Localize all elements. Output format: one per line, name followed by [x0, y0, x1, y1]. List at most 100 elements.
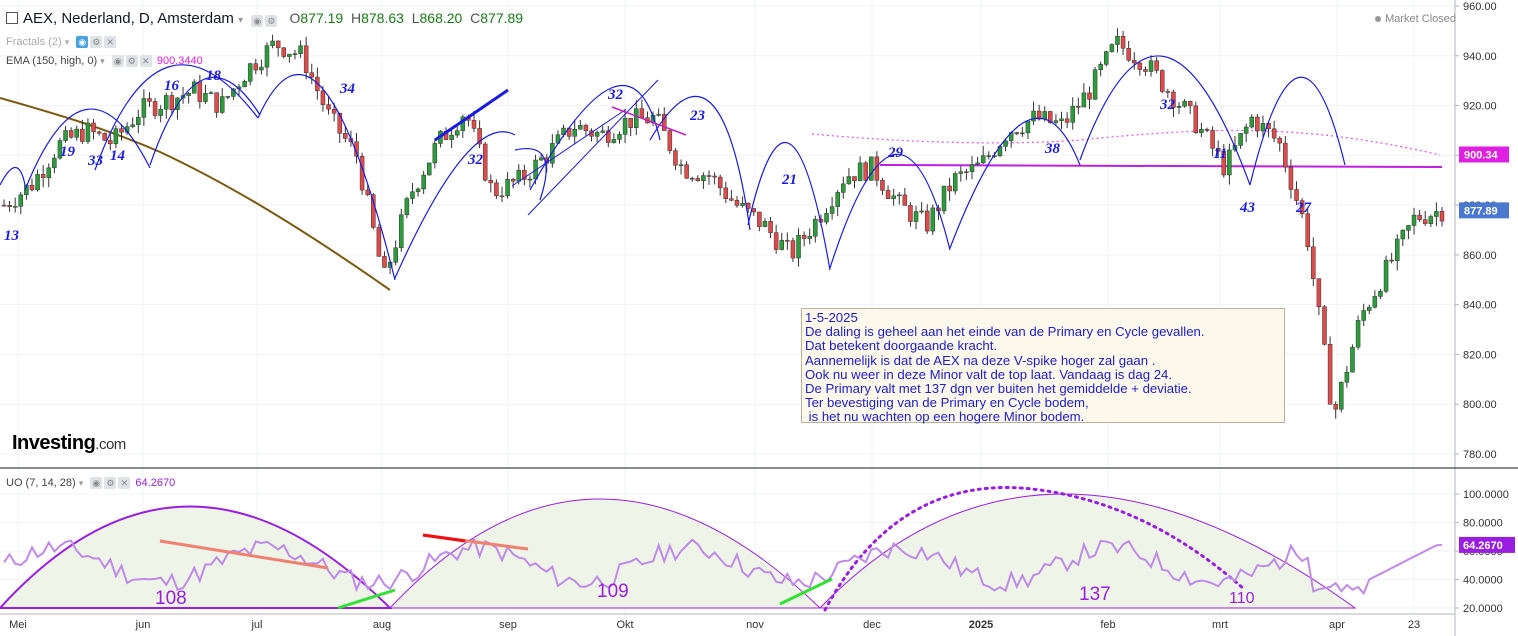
candle-body [1344, 371, 1350, 383]
candle-body [18, 194, 24, 207]
cycle-annotation: 33 [87, 153, 104, 169]
candle-body [891, 195, 896, 199]
candle-body [281, 47, 287, 57]
candle-body [1171, 91, 1176, 108]
candle-body [1115, 36, 1120, 45]
candle-body [219, 96, 225, 113]
eye-icon[interactable]: ◉ [76, 36, 89, 49]
market-status: Market Closed [1375, 13, 1456, 25]
cycle-annotation: 32 [1159, 97, 1176, 113]
candle-body [1003, 140, 1008, 147]
candle-body [449, 134, 454, 140]
candle-body [108, 140, 113, 145]
candle-body [1434, 211, 1439, 217]
cycle-annotation: 21 [781, 172, 797, 188]
candle-body [1053, 120, 1059, 123]
candle-body [164, 95, 169, 110]
price-label-box [1459, 146, 1509, 163]
dropdown-icon[interactable]: ▾ [238, 15, 244, 26]
eye-icon[interactable]: ◉ [111, 55, 124, 68]
uo-cycle-labels: 108 109 137 110 [155, 581, 1255, 609]
candle-body [930, 207, 936, 232]
candle-body [1372, 296, 1378, 308]
candle-body [1422, 219, 1428, 224]
candle-body [1025, 120, 1031, 134]
uo-cycle-label: 110 [1229, 590, 1255, 607]
candle-body [1148, 60, 1154, 72]
candle-body [40, 174, 46, 178]
candle-body [203, 93, 208, 102]
candle-body [1361, 310, 1366, 321]
candle-body [667, 130, 673, 151]
cycle-annotation: 27 [1295, 200, 1312, 216]
collapse-icon[interactable] [6, 12, 18, 24]
chart-header: AEX, Nederland, D, Amsterdam ▾ ◉ ⚙ O877.1… [6, 10, 523, 28]
price-tick-label: 920.00 [1463, 101, 1497, 113]
cycle-annotation: 16 [164, 78, 180, 94]
x-tick-label: sep [499, 619, 517, 631]
candle-body [287, 53, 292, 57]
uo-legend[interactable]: UO (7, 14, 28) ▾ ◉ ⚙ ✕ 64.2670 [6, 477, 176, 490]
candle-body [1031, 110, 1036, 122]
candle-body [611, 139, 617, 143]
candle-body [785, 240, 790, 242]
candle-body [712, 175, 717, 178]
candle-body [494, 182, 499, 197]
candle-body [723, 187, 729, 199]
x-tick-label: jun [135, 619, 151, 631]
candle-body [147, 98, 152, 102]
ohlc-values: O877.19 H878.63 L868.20 C877.89 [289, 10, 524, 26]
analysis-note: 1-5-2025 De daling is geheel aan het ein… [801, 308, 1285, 424]
x-tick-label: 23 [1408, 619, 1420, 631]
candle-body [835, 192, 840, 207]
price-label-text: 877.89 [1464, 205, 1498, 217]
uo-tick-label: 80.0000 [1463, 518, 1503, 530]
candle-body [505, 178, 510, 197]
candle-body [482, 143, 488, 181]
candle-body [1014, 132, 1020, 134]
candle-body [678, 164, 684, 166]
candle-body [986, 155, 992, 157]
candle-body [270, 40, 275, 46]
gear-icon[interactable]: ⚙ [265, 14, 278, 27]
candle-body [197, 81, 203, 102]
x-tick-label: feb [1100, 619, 1115, 631]
eye-icon[interactable]: ◉ [251, 14, 264, 27]
candle-body [617, 134, 622, 140]
cycle-annotation: 38 [1044, 141, 1061, 157]
candle-body [958, 171, 964, 174]
candle-body [1227, 149, 1232, 176]
candle-body [91, 122, 96, 133]
candle-body [600, 130, 605, 133]
x-tick-label: dec [863, 619, 881, 631]
candle-body [158, 108, 163, 116]
close-icon[interactable]: ✕ [118, 477, 131, 490]
candle-body [214, 92, 219, 113]
candle-body [1238, 133, 1243, 146]
gear-icon[interactable]: ⚙ [90, 36, 103, 49]
cycle-annotation: 43 [1239, 200, 1256, 216]
ema-legend[interactable]: EMA (150, high, 0) ▾ ◉ ⚙ ✕ 900.3440 [6, 55, 203, 68]
candle-body [320, 90, 326, 105]
candle-body [656, 114, 661, 116]
candle-body [1120, 36, 1126, 49]
symbol-title[interactable]: AEX, Nederland, D, Amsterdam [23, 10, 234, 27]
fractals-legend[interactable]: Fractals (2) ▾ ◉ ⚙ ✕ [6, 36, 118, 49]
candle-body [1215, 148, 1221, 152]
candle-body [1126, 47, 1131, 61]
close-icon[interactable]: ✕ [104, 36, 117, 49]
x-tick-label: mrt [1212, 619, 1228, 631]
gear-icon[interactable]: ⚙ [104, 477, 117, 490]
eye-icon[interactable]: ◉ [90, 477, 103, 490]
candle-body [969, 164, 975, 173]
uo-tick-label: 20.0000 [1463, 603, 1503, 615]
candle-body [1132, 60, 1137, 64]
close-icon[interactable]: ✕ [139, 55, 152, 68]
candle-body [499, 195, 505, 198]
candle-body [695, 178, 701, 181]
gear-icon[interactable]: ⚙ [125, 55, 138, 68]
x-axis: Mei jun jul aug sep Okt nov dec 2025 feb mrt apr 23 [0, 613, 1455, 631]
candle-body [1076, 106, 1081, 108]
candle-body [1064, 118, 1070, 123]
